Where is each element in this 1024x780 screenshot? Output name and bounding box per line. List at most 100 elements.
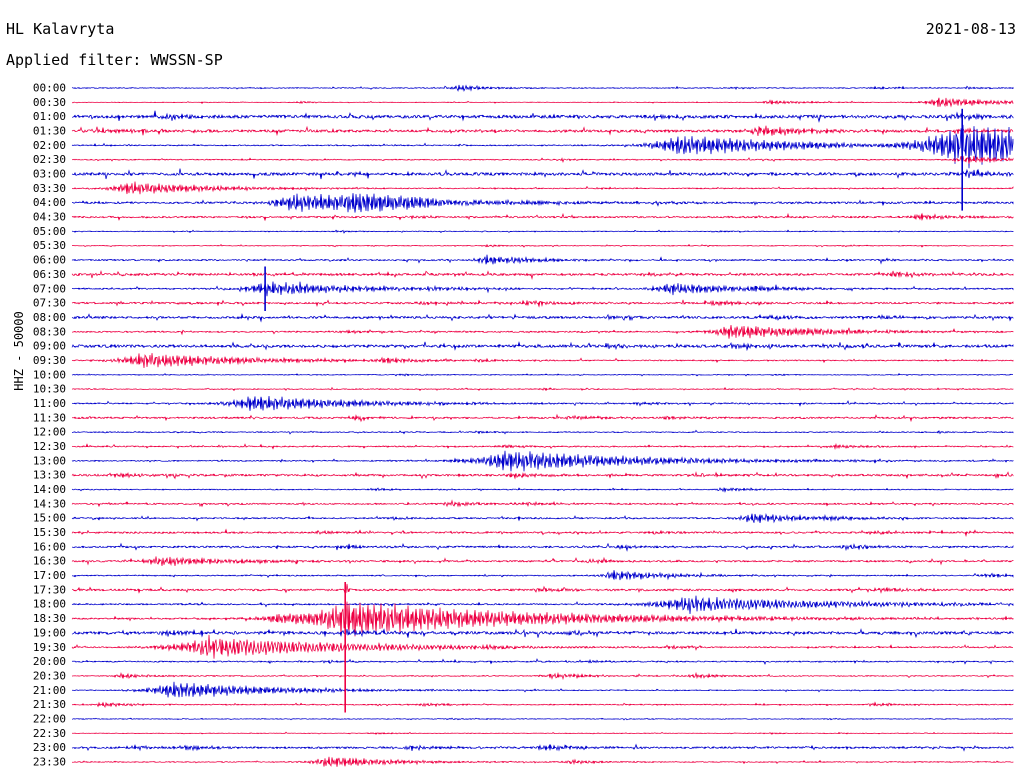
time-tick-label: 18:30 bbox=[33, 612, 66, 625]
time-tick-label: 16:30 bbox=[33, 555, 66, 568]
trace-row bbox=[71, 556, 1014, 567]
trace-row bbox=[71, 125, 1014, 137]
trace-row bbox=[71, 471, 1014, 480]
time-tick-label: 09:00 bbox=[33, 340, 66, 353]
trace-row bbox=[71, 429, 1014, 435]
time-tick-label: 03:30 bbox=[33, 182, 66, 195]
time-tick-label: 19:30 bbox=[33, 641, 66, 654]
trace-row bbox=[71, 583, 1014, 595]
trace-row bbox=[71, 628, 1014, 639]
trace-row bbox=[72, 325, 1014, 339]
time-tick-label: 10:30 bbox=[33, 383, 66, 396]
trace-row bbox=[71, 229, 1014, 234]
time-tick-label: 01:30 bbox=[33, 125, 66, 138]
trace-row bbox=[71, 717, 1014, 721]
trace-row bbox=[71, 193, 1014, 213]
trace-row bbox=[71, 601, 1014, 637]
time-tick-label: 02:00 bbox=[33, 139, 66, 152]
time-tick-label: 21:00 bbox=[33, 684, 66, 697]
time-tick-label: 09:30 bbox=[33, 354, 66, 367]
time-tick-label: 21:30 bbox=[33, 698, 66, 711]
time-tick-label: 12:30 bbox=[33, 440, 66, 453]
time-tick-label: 00:30 bbox=[33, 96, 66, 109]
trace-row bbox=[71, 254, 1014, 265]
trace-row bbox=[71, 84, 1014, 92]
time-tick-label: 15:00 bbox=[33, 512, 66, 525]
trace-row bbox=[71, 634, 1014, 659]
time-tick-label: 05:00 bbox=[33, 225, 66, 238]
time-tick-label: 13:30 bbox=[33, 469, 66, 482]
station-title: HL Kalavryta bbox=[6, 20, 115, 38]
time-tick-label: 01:00 bbox=[33, 110, 66, 123]
time-tick-label: 14:30 bbox=[33, 497, 66, 510]
trace-row bbox=[71, 281, 1014, 297]
time-tick-label: 23:30 bbox=[33, 755, 66, 768]
time-tick-label: 05:30 bbox=[33, 239, 66, 252]
time-tick-label: 12:00 bbox=[33, 426, 66, 439]
trace-row bbox=[71, 341, 1014, 352]
trace-row bbox=[71, 312, 1014, 323]
time-tick-label: 17:30 bbox=[33, 583, 66, 596]
trace-row bbox=[71, 372, 1014, 377]
trace-row bbox=[72, 681, 1014, 698]
trace-row bbox=[71, 299, 1014, 308]
time-tick-label: 23:00 bbox=[33, 741, 66, 754]
time-tick-label: 16:00 bbox=[33, 540, 66, 553]
date-label: 2021-08-13 bbox=[925, 20, 1016, 38]
applied-filter-label: Applied filter: WWSSN-SP bbox=[6, 51, 223, 69]
trace-row bbox=[72, 756, 1014, 767]
time-tick-label: 07:00 bbox=[33, 282, 66, 295]
trace-row bbox=[71, 442, 1014, 450]
trace-group bbox=[71, 84, 1014, 767]
time-tick-label: 20:30 bbox=[33, 669, 66, 682]
trace-row bbox=[71, 395, 1014, 411]
time-tick-label: 20:00 bbox=[33, 655, 66, 668]
trace-row bbox=[71, 124, 1014, 169]
time-tick-label: 22:00 bbox=[33, 712, 66, 725]
trace-row bbox=[71, 701, 1014, 709]
time-tick-label: 04:30 bbox=[33, 211, 66, 224]
time-tick-label: 02:30 bbox=[33, 153, 66, 166]
trace-row bbox=[71, 269, 1014, 280]
trace-row bbox=[71, 212, 1014, 222]
trace-row bbox=[71, 595, 1014, 615]
trace-row bbox=[71, 413, 1014, 423]
time-tick-label: 13:00 bbox=[33, 454, 66, 467]
time-tick-label: 11:30 bbox=[33, 411, 66, 424]
time-tick-label: 14:00 bbox=[33, 483, 66, 496]
trace-row bbox=[71, 450, 1014, 472]
time-tick-label: 08:30 bbox=[33, 325, 66, 338]
trace-row bbox=[71, 97, 1014, 108]
trace-row bbox=[71, 542, 1014, 552]
trace-row bbox=[71, 743, 1014, 752]
trace-row bbox=[71, 168, 1014, 180]
time-tick-label: 06:00 bbox=[33, 254, 66, 267]
trace-row bbox=[71, 499, 1014, 508]
time-tick-label: 04:00 bbox=[33, 196, 66, 209]
time-tick-label: 22:30 bbox=[33, 727, 66, 740]
trace-row bbox=[71, 570, 1014, 581]
trace-row bbox=[71, 731, 1014, 735]
time-tick-label: 06:30 bbox=[33, 268, 66, 281]
time-tick-label: 10:00 bbox=[33, 368, 66, 381]
trace-row bbox=[71, 181, 1014, 195]
trace-row bbox=[71, 386, 1014, 392]
time-tick-label: 15:30 bbox=[33, 526, 66, 539]
trace-row bbox=[71, 110, 1014, 123]
trace-row bbox=[71, 528, 1014, 537]
trace-row bbox=[71, 658, 1014, 666]
time-tick-label: 11:00 bbox=[33, 397, 66, 410]
time-tick-label: 00:00 bbox=[33, 82, 66, 95]
trace-row bbox=[71, 671, 1014, 681]
time-tick-label: 19:00 bbox=[33, 626, 66, 639]
trace-row bbox=[71, 243, 1014, 248]
trace-row bbox=[71, 512, 1014, 524]
time-tick-label: 07:30 bbox=[33, 297, 66, 310]
trace-row bbox=[71, 353, 1014, 369]
trace-row bbox=[71, 486, 1014, 493]
time-tick-label: 18:00 bbox=[33, 598, 66, 611]
trace-row bbox=[71, 155, 1014, 164]
